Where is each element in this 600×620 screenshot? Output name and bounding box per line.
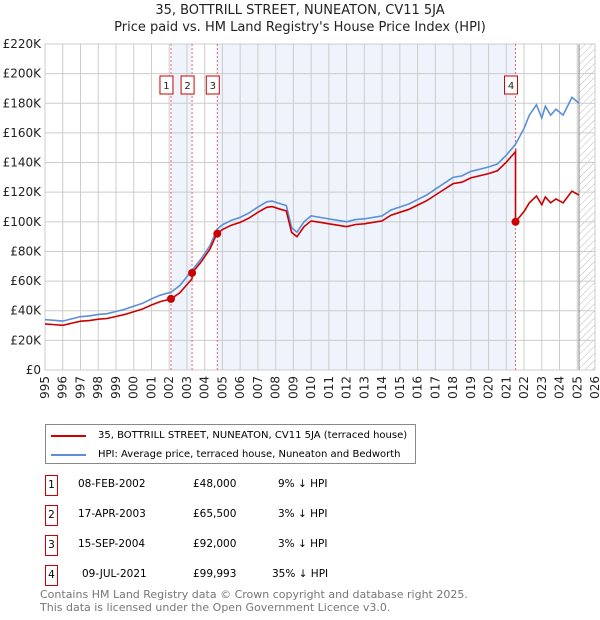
- sale-date: 08-FEB-2002: [78, 478, 146, 490]
- x-tick-label: 2010: [304, 376, 318, 400]
- hpi-line-swatch: [51, 453, 86, 456]
- sale-date: 15-SEP-2004: [78, 538, 146, 550]
- x-tick-label: 2024: [553, 376, 567, 400]
- x-tick-label: 2008: [269, 376, 283, 400]
- x-tick-label: 2014: [375, 376, 389, 400]
- x-tick-label: 2018: [446, 376, 460, 400]
- x-tick-label: 1998: [91, 376, 105, 400]
- x-tick-label: 2017: [428, 376, 442, 400]
- y-tick-label: £100K: [3, 215, 43, 229]
- hpi-line: [44, 96, 580, 322]
- x-tick-label: 2020: [482, 376, 496, 400]
- x-tick-label: 1995: [38, 376, 52, 400]
- legend-label: HPI: Average price, terraced house, Nune…: [98, 448, 401, 460]
- x-tick-label: 1997: [73, 376, 87, 400]
- sale-badge-label: 3: [210, 81, 216, 92]
- legend-label: 35, BOTTRILL STREET, NUNEATON, CV11 5JA …: [98, 429, 408, 441]
- y-tick-label: £80K: [10, 244, 42, 258]
- sale-hpi-diff: 3% ↓ HPI: [278, 508, 328, 520]
- x-tick-label: 2003: [180, 376, 194, 400]
- sale-badge: 3: [45, 535, 58, 556]
- sale-date: 17-APR-2003: [78, 508, 146, 520]
- sale-row: 3 15-SEP-2004 £92,000 3% ↓ HPI: [45, 535, 445, 556]
- y-tick-label: £160K: [3, 126, 43, 140]
- sale-price: £65,500: [193, 508, 237, 520]
- x-tick-label: 2001: [144, 376, 158, 400]
- sale-badge: [180, 75, 195, 95]
- x-tick-label: 2016: [411, 376, 425, 400]
- footer: Contains HM Land Registry data © Crown c…: [40, 588, 468, 614]
- sale-badge-label: 4: [508, 81, 514, 92]
- y-tick-label: £220K: [3, 37, 43, 51]
- sale-point: [213, 229, 222, 238]
- sale-price: £99,993: [193, 568, 237, 580]
- x-tick-label: 2011: [322, 376, 336, 400]
- sale-point: [188, 268, 197, 277]
- sale-badge: 2: [45, 505, 58, 526]
- sale-badge: 4: [45, 565, 58, 586]
- price-line-swatch: [51, 434, 86, 437]
- x-tick-label: 2004: [198, 376, 212, 400]
- sale-badge: [205, 75, 220, 95]
- sale-date: 09-JUL-2021: [82, 568, 147, 580]
- x-tick-label: 2015: [393, 376, 407, 400]
- x-tick-label: 2002: [162, 376, 176, 400]
- x-tick-label: 2023: [535, 376, 549, 400]
- sale-row: 2 17-APR-2003 £65,500 3% ↓ HPI: [45, 505, 445, 526]
- plot-frame: [44, 43, 596, 371]
- sale-badge-label: 2: [184, 81, 190, 92]
- sale-badge-label: 1: [163, 81, 169, 92]
- chart-title: 35, BOTTRILL STREET, NUNEATON, CV11 5JA: [155, 3, 445, 18]
- sale-point: [166, 294, 175, 303]
- y-tick-label: £0: [26, 363, 41, 377]
- sale-badge: [159, 75, 174, 95]
- price-chart: £0 £20K £40K £60K £80K £100K £120K £140K £160K £1…: [3, 37, 600, 400]
- x-tick-label: 1999: [109, 376, 123, 400]
- x-tick-label: 2000: [127, 376, 141, 400]
- price-paid-line: [44, 148, 580, 327]
- x-tick-label: 2009: [286, 376, 300, 400]
- sale-price: £92,000: [193, 538, 237, 550]
- y-tick-label: £180K: [3, 96, 43, 110]
- x-tick-label: 2012: [340, 376, 354, 400]
- footer-line: Contains HM Land Registry data © Crown c…: [40, 588, 468, 601]
- x-tick-label: 1996: [56, 376, 70, 400]
- sale-price: £48,000: [193, 478, 237, 490]
- chart-subtitle: Price paid vs. HM Land Registry's House …: [114, 20, 486, 35]
- x-tick-label: 2019: [464, 376, 478, 400]
- y-tick-label: £60K: [10, 274, 42, 288]
- y-tick-label: £200K: [3, 67, 43, 81]
- x-tick-label: 2022: [517, 376, 531, 400]
- sale-hpi-diff: 35% ↓ HPI: [272, 568, 329, 580]
- sale-badge: 1: [45, 475, 58, 496]
- y-tick-label: £140K: [3, 156, 43, 170]
- x-tick-label: 2021: [499, 376, 513, 400]
- x-tick-label: 2006: [233, 376, 247, 400]
- sale-hpi-diff: 9% ↓ HPI: [278, 478, 328, 490]
- y-tick-label: £120K: [3, 185, 43, 199]
- x-tick-label: 2005: [215, 376, 229, 400]
- x-tick-label: 2007: [251, 376, 265, 400]
- legend-item-hpi: HPI: Average price, terraced house, Nune…: [46, 446, 407, 463]
- y-tick-label: £40K: [10, 304, 42, 318]
- y-tick-label: £20K: [10, 333, 42, 347]
- sale-hpi-diff: 3% ↓ HPI: [278, 538, 328, 550]
- x-tick-label: 2026: [588, 376, 600, 400]
- sale-point: [511, 217, 520, 226]
- x-tick-label: 2013: [357, 376, 371, 400]
- x-tick-label: 2025: [570, 376, 584, 400]
- footer-line: This data is licensed under the Open Gov…: [40, 601, 391, 614]
- forecast-hatch: [579, 44, 595, 370]
- sale-row: 4 09-JUL-2021 £99,993 35% ↓ HPI: [45, 565, 445, 586]
- sale-badge: [504, 75, 519, 95]
- legend-item-price: 35, BOTTRILL STREET, NUNEATON, CV11 5JA …: [46, 427, 407, 444]
- sale-row: 1 08-FEB-2002 £48,000 9% ↓ HPI: [45, 475, 445, 496]
- legend: 35, BOTTRILL STREET, NUNEATON, CV11 5JA …: [45, 424, 417, 464]
